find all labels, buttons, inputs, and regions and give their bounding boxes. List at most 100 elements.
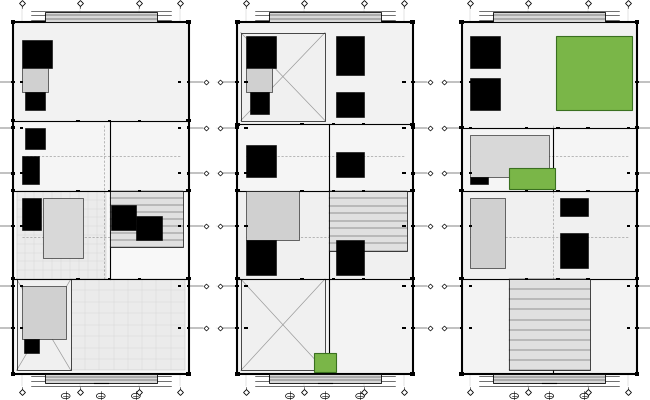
Bar xyxy=(187,81,190,83)
Bar xyxy=(460,285,463,287)
Bar xyxy=(469,285,472,287)
Bar xyxy=(11,172,15,174)
Bar xyxy=(178,225,181,227)
Bar xyxy=(20,81,23,83)
Bar xyxy=(300,190,304,192)
Bar xyxy=(21,40,51,68)
Bar xyxy=(244,127,248,128)
Bar xyxy=(45,12,157,22)
Bar xyxy=(335,152,363,177)
Bar xyxy=(469,81,472,83)
Bar xyxy=(410,122,415,126)
Bar xyxy=(627,327,630,329)
Bar xyxy=(235,372,240,376)
Bar xyxy=(335,36,363,75)
Bar xyxy=(11,225,15,227)
Bar xyxy=(13,22,188,120)
Bar xyxy=(509,279,590,370)
Bar xyxy=(237,22,413,374)
Bar xyxy=(178,285,181,287)
Bar xyxy=(470,198,505,268)
Bar xyxy=(178,327,181,329)
Bar xyxy=(635,126,639,129)
Bar xyxy=(244,327,248,329)
Bar xyxy=(186,119,191,122)
Bar xyxy=(240,32,325,120)
Bar xyxy=(235,126,239,129)
Bar xyxy=(635,172,639,174)
Bar xyxy=(493,12,605,22)
Bar xyxy=(402,81,406,83)
Bar xyxy=(411,285,415,287)
Bar xyxy=(335,92,363,117)
Bar xyxy=(10,20,16,24)
Bar xyxy=(20,172,23,174)
Bar xyxy=(586,190,590,192)
Bar xyxy=(235,278,240,280)
Bar xyxy=(634,190,640,192)
Bar xyxy=(237,22,413,124)
Bar xyxy=(634,278,640,280)
Bar xyxy=(462,191,637,279)
Bar xyxy=(411,172,415,174)
Bar xyxy=(11,126,15,129)
Bar xyxy=(237,124,413,191)
Bar xyxy=(362,190,365,192)
Bar xyxy=(187,327,190,330)
Bar xyxy=(235,190,240,192)
Bar xyxy=(459,190,464,192)
Bar xyxy=(20,285,23,287)
Bar xyxy=(138,120,141,122)
Bar xyxy=(462,22,637,374)
Bar xyxy=(315,353,335,372)
Bar xyxy=(402,172,406,174)
Bar xyxy=(45,374,157,383)
Bar xyxy=(332,278,335,280)
Bar xyxy=(186,190,191,192)
Bar xyxy=(178,81,181,83)
Bar xyxy=(556,126,560,129)
Bar xyxy=(469,172,472,174)
Bar xyxy=(402,285,406,287)
Bar xyxy=(556,278,560,280)
Bar xyxy=(627,225,630,227)
Bar xyxy=(237,279,413,374)
Bar xyxy=(635,81,639,83)
Bar xyxy=(586,126,590,129)
Bar xyxy=(187,172,190,174)
Bar xyxy=(43,198,83,258)
Bar xyxy=(11,81,15,83)
Bar xyxy=(269,374,381,383)
Bar xyxy=(462,22,637,374)
Bar xyxy=(634,126,640,129)
Bar xyxy=(459,20,464,24)
Bar xyxy=(462,128,637,191)
Bar xyxy=(237,22,413,374)
Bar xyxy=(460,81,463,83)
Bar xyxy=(246,68,272,92)
Bar xyxy=(627,285,630,287)
Bar xyxy=(240,32,325,120)
Bar xyxy=(138,190,141,192)
Bar xyxy=(402,327,406,329)
Bar xyxy=(13,22,188,374)
Bar xyxy=(332,123,335,125)
Bar xyxy=(16,279,71,370)
Bar xyxy=(235,20,240,24)
Bar xyxy=(300,123,304,125)
Bar xyxy=(10,190,16,192)
Bar xyxy=(246,36,276,68)
Bar xyxy=(108,278,111,280)
Bar xyxy=(16,191,106,279)
Bar xyxy=(460,172,463,174)
Bar xyxy=(411,81,415,83)
Bar xyxy=(560,233,588,268)
Bar xyxy=(470,78,500,110)
Bar xyxy=(244,225,248,227)
Bar xyxy=(21,68,48,92)
Bar xyxy=(235,172,239,174)
Bar xyxy=(459,278,464,280)
Bar xyxy=(16,279,71,370)
Bar xyxy=(460,225,463,227)
Bar xyxy=(187,285,190,287)
